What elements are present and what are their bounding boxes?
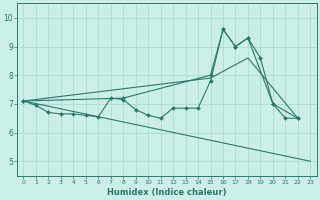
X-axis label: Humidex (Indice chaleur): Humidex (Indice chaleur) <box>107 188 227 197</box>
